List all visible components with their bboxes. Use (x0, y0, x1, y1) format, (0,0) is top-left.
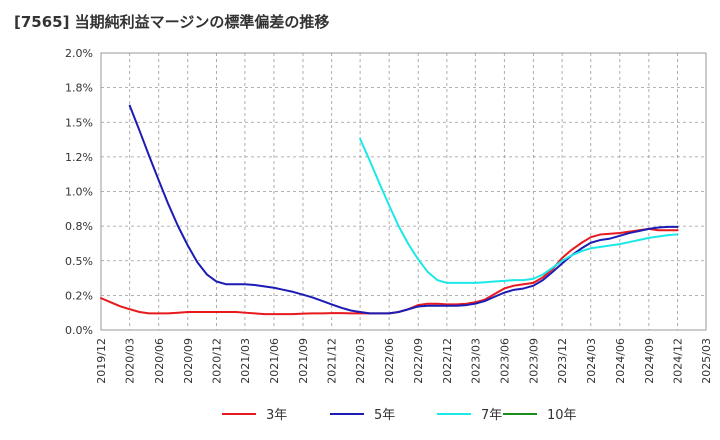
x-tick-label: 2022/12 (441, 338, 454, 384)
y-tick-label: 1.0% (65, 186, 93, 199)
axes: 0.0% 0.2% 0.5% 0.8% 1.0% 1.2% 1.5% 1.8% 2.0% 2019… (65, 47, 713, 384)
x-tick-label: 2021/03 (239, 338, 252, 384)
x-tick-label: 2020/09 (182, 338, 195, 384)
x-tick-label: 2023/03 (469, 338, 482, 384)
y-tick-label: 1.8% (65, 82, 93, 95)
legend-label: 5年 (374, 408, 395, 423)
legend-label: 10年 (547, 408, 577, 423)
x-tick-label: 2025/03 (700, 338, 713, 384)
x-tick-label: 2023/12 (556, 338, 569, 384)
series-lines (100, 104, 679, 316)
x-tick-label: 2024/06 (614, 338, 627, 384)
legend-label: 3年 (266, 408, 287, 423)
x-tick-label: 2024/12 (672, 338, 685, 384)
x-tick-label: 2022/03 (354, 338, 367, 384)
legend: 3年 5年 7年 10年 (222, 408, 577, 423)
x-tick-label: 2022/06 (383, 338, 396, 384)
x-tick-label: 2023/09 (527, 338, 540, 384)
y-tick-label: 1.2% (65, 151, 93, 164)
y-tick-label: 2.0% (65, 47, 93, 60)
x-tick-label: 2021/12 (326, 338, 339, 384)
legend-label: 7年 (481, 408, 502, 423)
y-tick-label: 0.8% (65, 220, 93, 233)
y-tick-label: 0.0% (65, 324, 93, 337)
x-tick-label: 2024/09 (643, 338, 656, 384)
chart-title: [7565] 当期純利益マージンの標準偏差の推移 (14, 13, 330, 31)
grid (100, 52, 707, 331)
x-tick-label: 2023/06 (498, 338, 511, 384)
y-tick-label: 0.5% (65, 255, 93, 268)
x-tick-label: 2020/06 (153, 338, 166, 384)
x-tick-label: 2021/09 (297, 338, 310, 384)
x-tick-label: 2024/03 (585, 338, 598, 384)
series-line (359, 137, 679, 284)
x-tick-label: 2022/09 (412, 338, 425, 384)
x-tick-label: 2021/06 (268, 338, 281, 384)
y-tick-label: 0.2% (65, 289, 93, 302)
y-tick-label: 1.5% (65, 116, 93, 129)
series-line (128, 104, 679, 315)
x-tick-label: 2019/12 (95, 338, 108, 384)
x-tick-label: 2020/12 (211, 338, 224, 384)
x-tick-label: 2020/03 (124, 338, 137, 384)
